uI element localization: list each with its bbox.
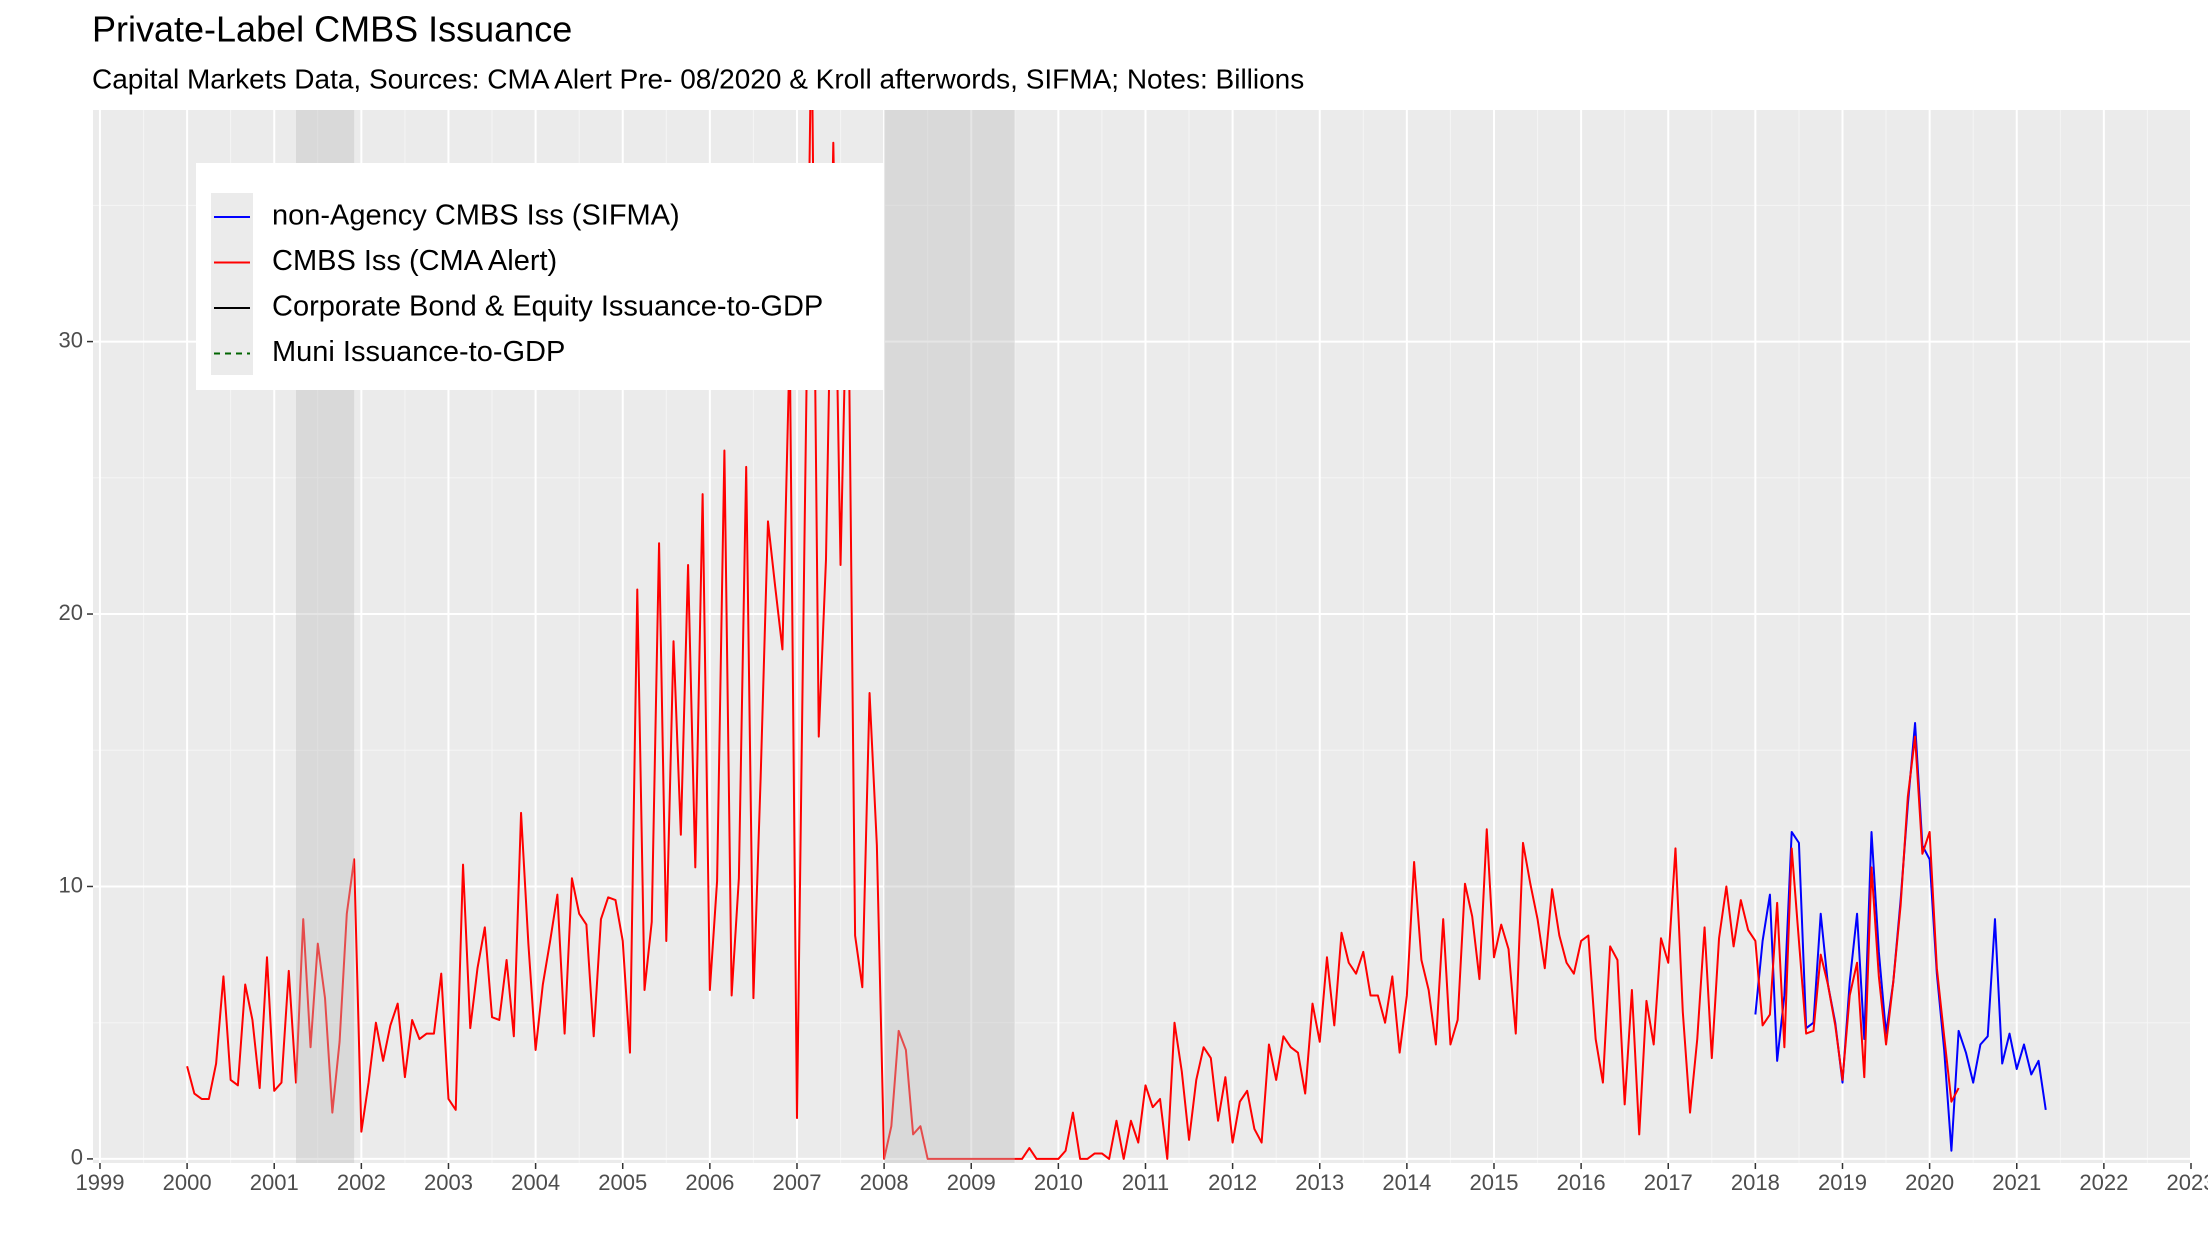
x-tick-label: 2021 bbox=[1992, 1170, 2041, 1195]
y-tick-label: 20 bbox=[59, 600, 83, 625]
legend-label: CMBS Iss (CMA Alert) bbox=[272, 245, 557, 277]
y-tick-label: 0 bbox=[71, 1145, 83, 1170]
axes: 1999 2000 2001 2002 2003 2004 2005 2006 2007 2008… bbox=[59, 327, 2208, 1194]
x-tick-label: 2004 bbox=[511, 1170, 560, 1195]
x-tick-label: 2006 bbox=[685, 1170, 734, 1195]
x-tick-label: 2002 bbox=[337, 1170, 386, 1195]
x-tick-label: 2012 bbox=[1208, 1170, 1257, 1195]
series-line bbox=[186, 110, 1960, 1160]
legend-label: non-Agency CMBS Iss (SIFMA) bbox=[272, 200, 680, 232]
x-tick-label: 2019 bbox=[1818, 1170, 1867, 1195]
x-tick-label: 2001 bbox=[250, 1170, 299, 1195]
x-tick-label: 2008 bbox=[860, 1170, 909, 1195]
x-tick-label: 2022 bbox=[2079, 1170, 2128, 1195]
x-tick-label: 2011 bbox=[1122, 1170, 1169, 1195]
legend-key-background bbox=[211, 193, 253, 375]
x-tick-label: 2017 bbox=[1644, 1170, 1693, 1195]
x-tick-label: 2013 bbox=[1295, 1170, 1344, 1195]
x-tick-label: 2018 bbox=[1731, 1170, 1780, 1195]
x-tick-label: 1999 bbox=[75, 1170, 124, 1195]
legend-label: Corporate Bond & Equity Issuance-to-GDP bbox=[272, 291, 823, 323]
x-tick-label: 2007 bbox=[773, 1170, 822, 1195]
x-tick-label: 2016 bbox=[1557, 1170, 1606, 1195]
legend-label: Muni Issuance-to-GDP bbox=[272, 336, 565, 368]
x-tick-label: 2009 bbox=[947, 1170, 996, 1195]
recession-shade bbox=[884, 110, 1015, 1163]
x-tick-label: 2010 bbox=[1034, 1170, 1083, 1195]
chart-subtitle: Capital Markets Data, Sources: CMA Alert… bbox=[92, 63, 1304, 94]
legend-box bbox=[196, 163, 884, 390]
y-tick-label: 10 bbox=[59, 872, 83, 897]
x-tick-label: 2014 bbox=[1382, 1170, 1431, 1195]
x-tick-label: 2015 bbox=[1470, 1170, 1519, 1195]
x-tick-label: 2003 bbox=[424, 1170, 473, 1195]
series-lines bbox=[186, 110, 2047, 1160]
chart-title: Private-Label CMBS Issuance bbox=[92, 9, 572, 50]
x-tick-label: 2020 bbox=[1905, 1170, 1954, 1195]
y-tick-label: 30 bbox=[59, 327, 83, 352]
x-tick-label: 2005 bbox=[598, 1170, 647, 1195]
legend: non-Agency CMBS Iss (SIFMA) CMBS Iss (CMA… bbox=[196, 163, 884, 390]
x-tick-label: 2000 bbox=[163, 1170, 212, 1195]
x-tick-label: 2023 bbox=[2167, 1170, 2208, 1195]
